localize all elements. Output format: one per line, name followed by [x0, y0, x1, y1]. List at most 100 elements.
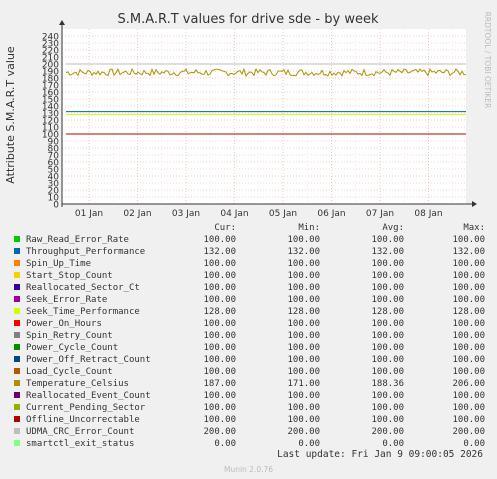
legend-cur-value: 100.00	[203, 319, 236, 329]
legend-cur-value: 100.00	[203, 391, 236, 401]
legend-min-value: 100.00	[287, 403, 320, 413]
legend-swatch	[14, 248, 20, 254]
legend-avg-value: 100.00	[371, 415, 404, 425]
legend-min-value: 171.00	[287, 379, 320, 389]
y-tick-label: 150	[42, 96, 59, 106]
legend-max-value: 100.00	[452, 235, 485, 245]
y-tick-label: 10	[48, 194, 60, 204]
legend-max-value: 100.00	[452, 331, 485, 341]
legend-max-value: 100.00	[452, 415, 485, 425]
legend-min-value: 128.00	[287, 307, 320, 317]
y-tick-label: 90	[48, 138, 60, 148]
header-min: Min:	[298, 223, 320, 233]
legend-swatch	[14, 344, 20, 350]
legend-label: Offline_Uncorrectable	[26, 415, 140, 425]
legend-cur-value: 100.00	[203, 331, 236, 341]
y-tick-label: 70	[48, 152, 60, 162]
legend-cur-value: 100.00	[203, 367, 236, 377]
header-max: Max:	[463, 223, 485, 233]
y-tick-label: 100	[42, 131, 59, 141]
legend-row: Power_Off_Retract_Count 100.00 100.00 100.0…	[14, 354, 485, 366]
legend-cur-value: 100.00	[203, 235, 236, 245]
legend-cur-value: 100.00	[203, 343, 236, 353]
legend-max-value: 132.00	[452, 247, 485, 257]
legend-avg-value: 200.00	[371, 427, 404, 437]
legend-cur-value: 187.00	[203, 379, 236, 389]
legend-avg-value: 100.00	[371, 283, 404, 293]
y-tick-labels: 0102030405060708090100110120130140150160…	[42, 33, 59, 211]
legend-row: Temperature_Celsius 187.00 171.00 188.36 206…	[14, 378, 485, 390]
legend-avg-value: 188.36	[371, 379, 404, 389]
legend-swatch	[14, 392, 20, 398]
legend-avg-value: 100.00	[371, 367, 404, 377]
legend-label: Seek_Time_Performance	[26, 307, 140, 317]
legend-min-value: 100.00	[287, 367, 320, 377]
legend-min-value: 100.00	[287, 235, 320, 245]
legend-cur-value: 100.00	[203, 283, 236, 293]
legend-label: Spin_Retry_Count	[26, 331, 113, 341]
legend-label: Load_Cycle_Count	[26, 367, 113, 377]
legend-swatch	[14, 284, 20, 290]
munin-version: Munin 2.0.76	[223, 465, 274, 474]
legend-swatch	[14, 380, 20, 386]
legend-label: Seek_Error_Rate	[26, 295, 108, 305]
legend-avg-value: 100.00	[371, 259, 404, 269]
legend-min-value: 100.00	[287, 319, 320, 329]
legend-avg-value: 132.00	[371, 247, 404, 257]
x-tick-label: 04 Jan	[220, 209, 248, 219]
legend-row: Load_Cycle_Count 100.00 100.00 100.00 100.00	[14, 366, 485, 378]
legend-avg-value: 100.00	[371, 331, 404, 341]
axes	[59, 20, 477, 207]
legend-row: Spin_Retry_Count 100.00 100.00 100.00 100.00	[14, 330, 485, 342]
legend-avg-value: 100.00	[371, 343, 404, 353]
y-tick-label: 230	[42, 40, 59, 50]
y-tick-label: 140	[42, 103, 59, 113]
chart-title: S.M.A.R.T values for drive sde - by week	[118, 12, 379, 27]
legend-max-value: 100.00	[452, 319, 485, 329]
legend-avg-value: 100.00	[371, 355, 404, 365]
legend-swatch	[14, 428, 20, 434]
x-tick-labels: 01 Jan 02 Jan 03 Jan 04 Jan 05 Jan 06 Jan 07 J…	[75, 209, 443, 219]
plot-area	[62, 29, 466, 204]
x-tick-label: 03 Jan	[172, 209, 200, 219]
y-tick-label: 30	[48, 180, 60, 190]
y-tick-label: 200	[42, 61, 59, 71]
legend-row: Reallocated_Sector_Ct 100.00 100.00 100.00 1…	[14, 282, 485, 294]
legend-label: Start_Stop_Count	[26, 271, 113, 281]
x-tick-label: 01 Jan	[75, 209, 103, 219]
legend-cur-value: 100.00	[203, 355, 236, 365]
legend-avg-value: 100.00	[371, 319, 404, 329]
legend-min-value: 100.00	[287, 271, 320, 281]
header-avg: Avg:	[382, 223, 404, 233]
y-tick-label: 210	[42, 54, 59, 64]
legend-swatch	[14, 404, 20, 410]
legend-swatch	[14, 236, 20, 242]
legend-avg-value: 128.00	[371, 307, 404, 317]
y-tick-label: 60	[48, 159, 60, 169]
legend-swatch	[14, 356, 20, 362]
x-axis-arrow	[472, 201, 477, 207]
x-tick-label: 07 Jan	[366, 209, 394, 219]
legend-cur-value: 200.00	[203, 427, 236, 437]
legend-row: Power_Cycle_Count 100.00 100.00 100.00 100.0…	[14, 342, 485, 354]
legend-max-value: 100.00	[452, 403, 485, 413]
legend-label: Reallocated_Sector_Ct	[26, 283, 140, 293]
legend-row: Offline_Uncorrectable 100.00 100.00 100.00 1…	[14, 414, 485, 426]
legend-cur-value: 100.00	[203, 403, 236, 413]
legend-row: Start_Stop_Count 100.00 100.00 100.00 100.00	[14, 270, 485, 282]
legend-min-value: 0.00	[298, 439, 320, 449]
legend-avg-value: 100.00	[371, 235, 404, 245]
legend-row: Power_On_Hours 100.00 100.00 100.00 100.00	[14, 318, 485, 330]
legend-cur-value: 100.00	[203, 271, 236, 281]
x-tick-label: 05 Jan	[269, 209, 297, 219]
y-tick-label: 0	[53, 201, 59, 211]
legend-label: Spin_Up_Time	[26, 259, 92, 269]
legend-label: Power_On_Hours	[26, 319, 102, 329]
y-tick-label: 220	[42, 47, 59, 57]
legend-cur-value: 128.00	[203, 307, 236, 317]
legend-swatch	[14, 296, 20, 302]
legend-min-value: 132.00	[287, 247, 320, 257]
legend-min-value: 100.00	[287, 295, 320, 305]
legend-avg-value: 100.00	[371, 271, 404, 281]
